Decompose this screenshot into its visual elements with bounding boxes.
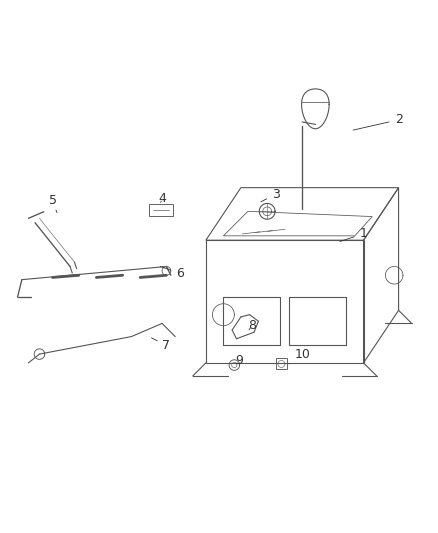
Text: 8: 8	[248, 319, 256, 332]
Text: 7: 7	[152, 338, 170, 352]
Text: 10: 10	[289, 348, 310, 364]
Text: 2: 2	[353, 114, 403, 130]
Text: 6: 6	[160, 266, 184, 280]
Text: 5: 5	[49, 195, 57, 213]
Text: 1: 1	[340, 227, 367, 241]
Text: 9: 9	[235, 354, 243, 367]
Text: 3: 3	[261, 188, 280, 202]
Text: 4: 4	[158, 192, 166, 205]
